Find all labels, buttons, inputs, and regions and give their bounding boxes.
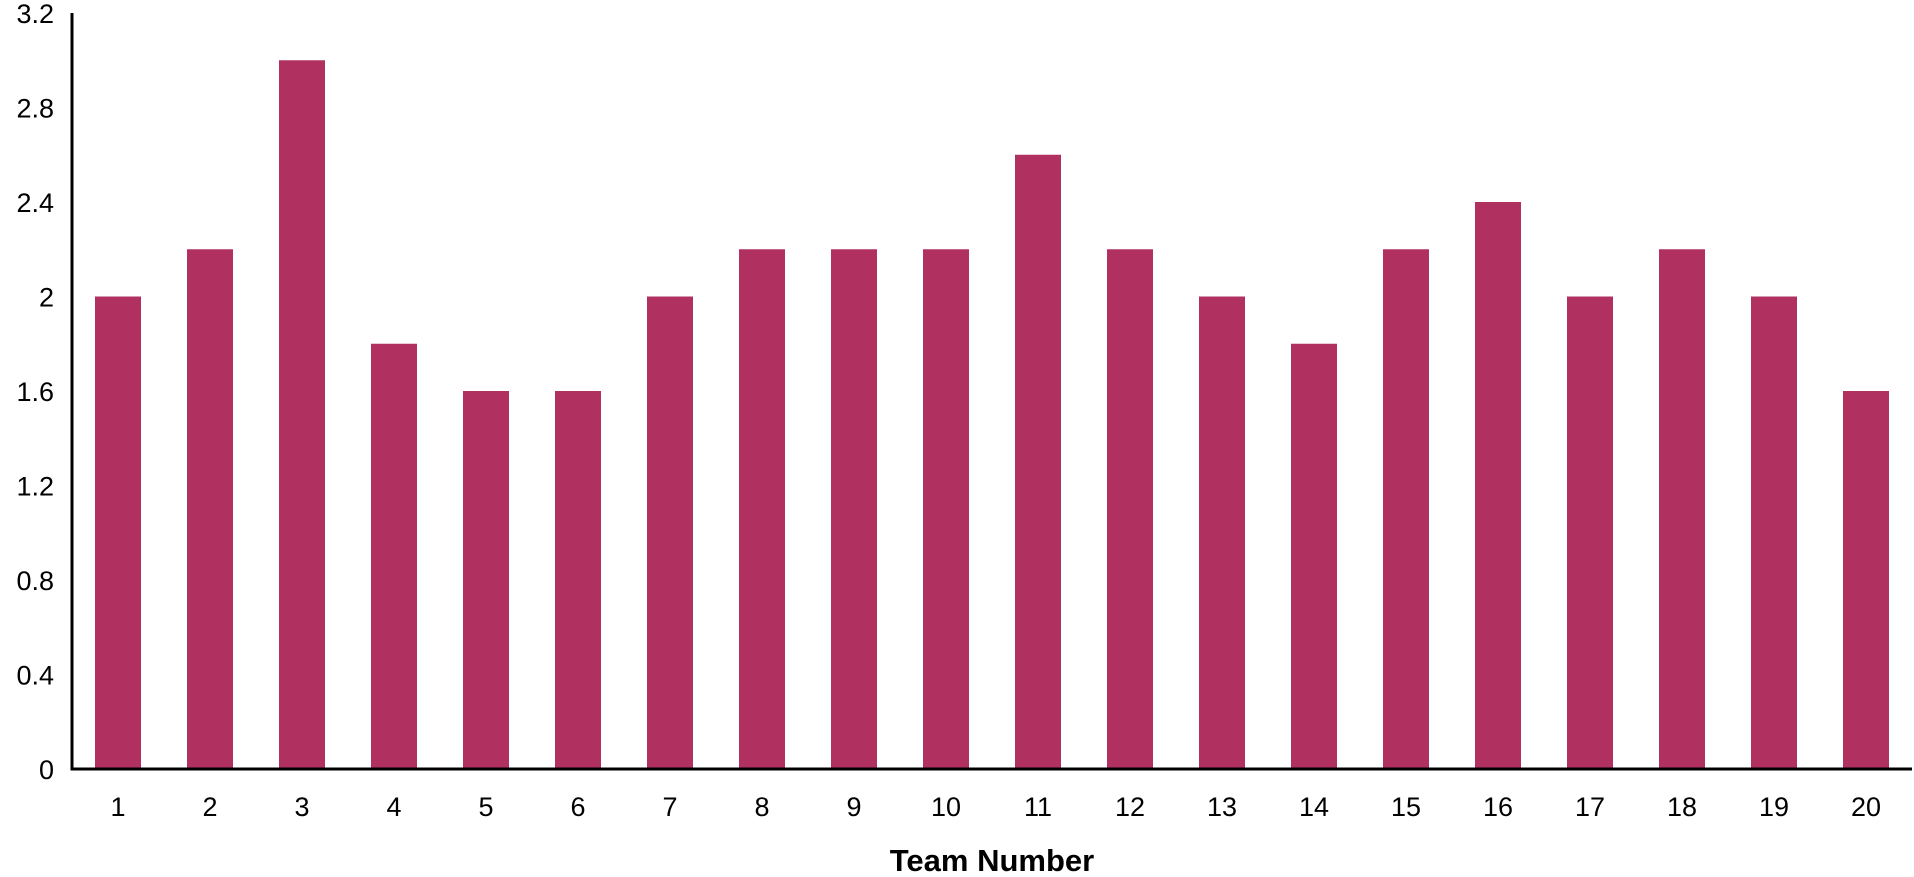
bar-team-17: [1567, 296, 1613, 769]
x-tick-label: 2: [202, 792, 217, 822]
x-tick-label: 17: [1575, 792, 1605, 822]
x-axis-title: Team Number: [890, 843, 1094, 877]
y-tick-label: 0.4: [16, 661, 54, 691]
bar-team-6: [555, 391, 601, 769]
x-tick-label: 5: [478, 792, 493, 822]
x-tick-label: 13: [1207, 792, 1237, 822]
bar-team-15: [1383, 249, 1429, 769]
bar-team-20: [1843, 391, 1889, 769]
x-tick-label: 11: [1024, 792, 1052, 822]
x-tick-label: 14: [1299, 792, 1329, 822]
bar-team-12: [1107, 249, 1153, 769]
bar-team-19: [1751, 296, 1797, 769]
y-tick-label: 2.8: [16, 94, 54, 124]
x-tick-label: 4: [386, 792, 401, 822]
y-tick-label: 3.2: [16, 0, 54, 29]
bar-team-8: [739, 249, 785, 769]
bar-team-3: [279, 60, 325, 769]
y-tick-label: 1.2: [16, 472, 54, 502]
x-axis-ticks: 1 2 3 4 5 6 7 8 9 10 11 12 13 14 15 16 17 18 19 20: [110, 792, 1881, 822]
x-tick-label: 8: [754, 792, 769, 822]
x-tick-label: 10: [931, 792, 961, 822]
bar-team-16: [1475, 202, 1521, 769]
y-tick-label: 2.4: [16, 188, 54, 218]
y-tick-label: 0: [39, 755, 54, 785]
bar-team-11: [1015, 154, 1061, 769]
x-tick-label: 16: [1483, 792, 1513, 822]
bar-team-7: [647, 296, 693, 769]
y-tick-label: 0.8: [16, 566, 54, 596]
bar-team-18: [1659, 249, 1705, 769]
x-tick-label: 18: [1667, 792, 1697, 822]
y-tick-label: 1.6: [16, 377, 54, 407]
bar-team-1: [95, 296, 141, 769]
bar-team-13: [1199, 296, 1245, 769]
bar-team-14: [1291, 343, 1337, 769]
x-tick-label: 12: [1115, 792, 1145, 822]
y-tick-label: 2: [39, 283, 54, 313]
bar-team-9: [831, 249, 877, 769]
y-axis-ticks: 0 0.4 0.8 1.2 1.6 2 2.4 2.8 3.2: [16, 0, 54, 785]
x-tick-label: 15: [1391, 792, 1421, 822]
bar-team-5: [463, 391, 509, 769]
x-tick-label: 1: [110, 792, 125, 822]
bar-team-2: [187, 249, 233, 769]
x-tick-label: 3: [294, 792, 309, 822]
bar-team-4: [371, 343, 417, 769]
bars-group: [95, 60, 1889, 769]
x-tick-label: 6: [570, 792, 585, 822]
x-tick-label: 20: [1851, 792, 1881, 822]
x-tick-label: 19: [1759, 792, 1789, 822]
x-tick-label: 7: [662, 792, 677, 822]
bar-team-10: [923, 249, 969, 769]
x-tick-label: 9: [846, 792, 861, 822]
